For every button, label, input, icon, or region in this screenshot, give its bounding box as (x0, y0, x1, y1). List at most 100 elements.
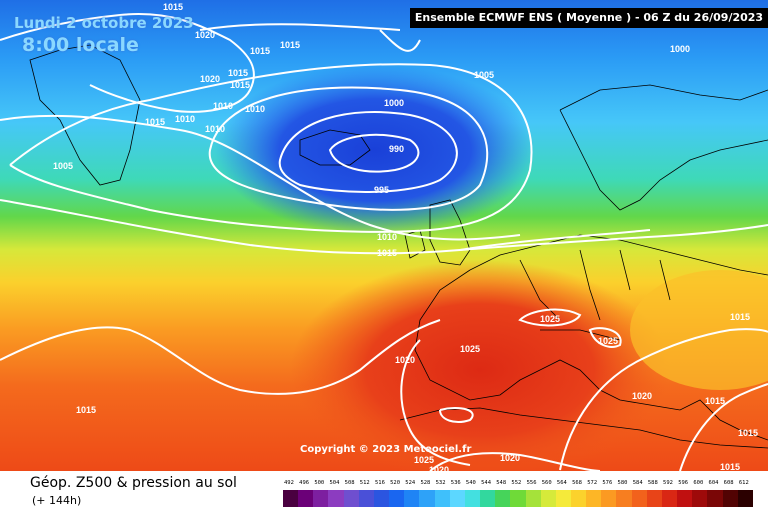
scale-swatch (586, 490, 602, 507)
scale-label: 492 (284, 480, 294, 486)
scale-label: 604 (708, 480, 719, 486)
scale-label: 552 (511, 480, 522, 486)
scale-label: 520 (390, 480, 401, 486)
scale-swatch (722, 490, 738, 507)
scale-label: 572 (587, 480, 598, 486)
isobar-label: 1000 (384, 98, 404, 108)
isobar-west-line (0, 13, 255, 113)
color-scale-labels: 492 496 500 504 508 512 516 520 524 528 532 536 540 5… (283, 480, 753, 489)
scale-swatch (298, 490, 314, 507)
scale-label: 528 (420, 480, 431, 486)
scale-label: 536 (450, 480, 461, 486)
isobar-1020-mid-line (199, 23, 421, 52)
scale-swatch (495, 490, 511, 507)
scale-swatch (419, 490, 435, 507)
scale-swatch (646, 490, 662, 507)
iceland-coast (299, 129, 371, 166)
isobar-1020-south-line (400, 339, 474, 466)
scale-swatch (434, 490, 450, 507)
scale-swatch (283, 490, 299, 507)
isobar-label: 1025 (540, 314, 560, 324)
scale-swatch (404, 490, 420, 507)
scale-swatch (677, 490, 693, 507)
low-pressure-core (215, 65, 535, 235)
scale-swatch (661, 490, 678, 507)
copyright-text: Copyright © 2023 Meteociel.fr (300, 444, 472, 455)
isobar-label: 1015 (705, 396, 725, 406)
scale-swatch (692, 490, 708, 507)
scandinavia-coast (559, 84, 768, 211)
scale-swatch (601, 490, 617, 507)
scale-label: 612 (738, 480, 749, 486)
scale-label: 540 (465, 480, 476, 486)
scale-label: 580 (617, 480, 628, 486)
isobar-label: 1015 (230, 80, 250, 90)
isobar-label: 1015 (720, 462, 740, 471)
isobar-995-line (278, 111, 458, 193)
coastlines (29, 44, 768, 449)
scale-swatch (449, 490, 465, 507)
scale-label: 508 (344, 480, 355, 486)
scale-label: 564 (556, 480, 567, 486)
country-borders (519, 249, 671, 341)
isobar-label: 1010 (245, 104, 265, 114)
run-info-bar: Ensemble ECMWF ENS ( Moyenne ) - 06 Z du… (410, 8, 768, 28)
scale-swatch (570, 490, 587, 507)
scale-label: 592 (663, 480, 673, 486)
isobar-label: 1010 (175, 114, 195, 124)
scale-label: 584 (632, 480, 643, 486)
isobar-1020-se-line (429, 452, 601, 471)
scale-label: 568 (572, 480, 582, 486)
isobar-label: 1020 (200, 74, 220, 84)
scale-label: 548 (496, 480, 507, 486)
isobar-1015-east2-line (679, 383, 768, 471)
scale-label: 512 (359, 480, 370, 486)
scale-swatch (358, 490, 374, 507)
isobar-1015-south-line (0, 319, 441, 395)
color-scale-bar (283, 490, 753, 507)
isobar-label: 1020 (500, 453, 520, 463)
scale-swatch (707, 490, 723, 507)
isobar-label: 1020 (195, 30, 215, 40)
scale-swatch (555, 490, 571, 507)
europe-coast (414, 234, 768, 441)
isobar-label: 1015 (145, 117, 165, 127)
scale-label: 496 (299, 480, 310, 486)
isobar-label: 995 (374, 185, 389, 195)
isobar-label: 1015 (228, 68, 248, 78)
legend-subtitle: (+ 144h) (32, 494, 82, 507)
scale-label: 544 (481, 480, 492, 486)
scale-label: 588 (647, 480, 658, 486)
scale-swatch (343, 490, 359, 507)
scale-swatch (737, 490, 753, 507)
isobar-label: 1020 (632, 391, 652, 401)
scale-swatch (525, 490, 541, 507)
scale-swatch (373, 490, 390, 507)
scale-label: 596 (678, 480, 689, 486)
scale-label: 532 (435, 480, 446, 486)
warm-east-zone (630, 270, 768, 390)
scale-swatch (616, 490, 632, 507)
isobar-1000-line (208, 86, 489, 211)
scale-label: 516 (374, 480, 385, 486)
isobar-label: 1020 (429, 465, 449, 471)
isobar-1015-east-line (459, 229, 651, 251)
scale-label: 504 (329, 480, 340, 486)
scale-swatch (540, 490, 556, 507)
scale-label: 600 (693, 480, 704, 486)
pressure-map: 1015 1020 1015 1015 1020 1015 1015 1010 … (0, 0, 768, 471)
isobar-1015-north-line (0, 199, 768, 255)
scale-label: 608 (723, 480, 734, 486)
footer-legend: Géop. Z500 & pression au sol (+ 144h) 49… (0, 471, 768, 512)
isobar-label: 990 (389, 144, 404, 154)
isobar-label: 1015 (377, 248, 397, 258)
time-title: 8:00 locale (22, 34, 139, 56)
scale-label: 576 (602, 480, 613, 486)
isobar-labels: 1015 1020 1015 1015 1020 1015 1015 1010 … (53, 2, 758, 471)
isobar-label: 1025 (460, 344, 480, 354)
isobar-label: 1010 (213, 101, 233, 111)
scale-swatch (480, 490, 496, 507)
isobar-label: 1000 (670, 44, 690, 54)
scale-label: 556 (526, 480, 537, 486)
